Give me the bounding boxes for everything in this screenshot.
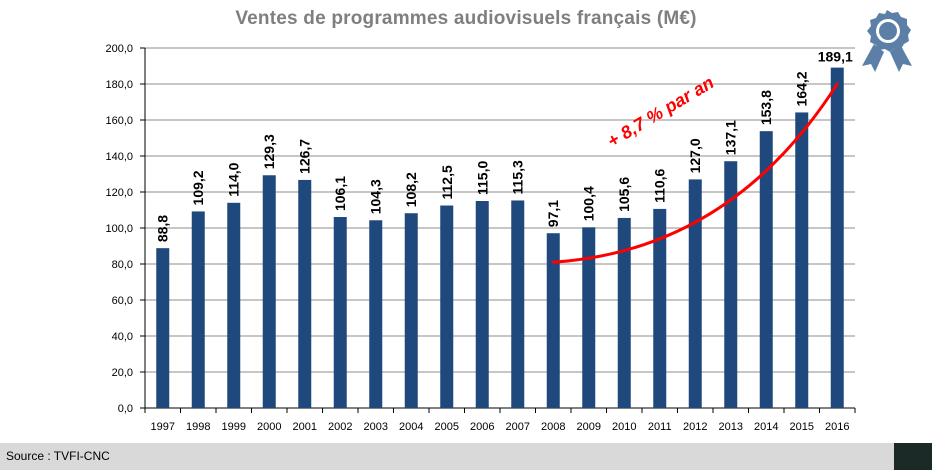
value-label: 115,0 <box>474 161 490 195</box>
footer-corner-block <box>894 443 932 470</box>
value-label: 153,8 <box>758 90 774 125</box>
x-tick-label: 2000 <box>257 421 281 433</box>
y-tick-label: 20,0 <box>112 367 133 379</box>
y-tick-label: 100,0 <box>105 223 133 235</box>
y-tick-label: 160,0 <box>105 115 133 127</box>
value-label: 88,8 <box>155 215 171 242</box>
bar-2003 <box>369 220 383 408</box>
bar-2014 <box>759 131 773 408</box>
x-tick-label: 2002 <box>328 421 352 433</box>
value-label: 114,0 <box>226 162 242 196</box>
y-tick-label: 40,0 <box>112 331 133 343</box>
bar-2012 <box>688 179 702 408</box>
value-label: 97,1 <box>545 200 561 227</box>
y-tick-label: 140,0 <box>105 151 133 163</box>
value-label: 105,6 <box>616 177 632 212</box>
bars <box>156 67 844 409</box>
x-tick-label: 2012 <box>683 421 707 433</box>
x-tick-label: 2011 <box>648 421 672 433</box>
bar-2010 <box>617 217 631 408</box>
bar-2009 <box>582 227 596 408</box>
bar-2001 <box>298 179 312 408</box>
x-tick-label: 2005 <box>435 421 459 433</box>
bar-1998 <box>191 211 205 408</box>
bar-1999 <box>227 202 241 408</box>
value-label: 104,3 <box>368 179 384 214</box>
value-label: 164,2 <box>794 71 810 106</box>
x-tick-label: 2001 <box>293 421 317 433</box>
bar-2007 <box>511 200 525 408</box>
x-tick-label: 2014 <box>754 421 778 433</box>
value-label: 109,2 <box>190 170 206 205</box>
source-note: Source : TVFI-CNC <box>6 449 110 463</box>
x-tick-label: 2013 <box>719 421 743 433</box>
bar-chart: 0,0 20,0 40,0 60,0 80,0 100,0 120,0 140,0 160,0 1… <box>105 43 856 433</box>
value-label: 129,3 <box>261 134 277 169</box>
x-tick-label: 2006 <box>470 421 494 433</box>
bar-2002 <box>333 217 347 408</box>
y-tick-label: 60,0 <box>112 295 133 307</box>
bar-2013 <box>724 161 738 408</box>
trend-curve <box>551 82 839 264</box>
y-tick-label: 180,0 <box>105 79 133 91</box>
bar-2015 <box>795 112 809 408</box>
bar-2008 <box>546 233 560 408</box>
x-tick-label: 1998 <box>186 421 210 433</box>
value-label: 106,1 <box>332 176 348 211</box>
footer-bar: Source : TVFI-CNC <box>0 443 932 470</box>
grid-lines <box>145 47 855 409</box>
bar-2006 <box>475 201 489 408</box>
x-tick-label: 2004 <box>399 421 423 433</box>
value-label: 127,0 <box>687 138 703 173</box>
value-label: 115,3 <box>510 160 526 194</box>
y-tick-label: 120,0 <box>105 187 133 199</box>
bar-2016 <box>830 67 844 409</box>
y-tick-label: 80,0 <box>112 259 133 271</box>
x-tick-label: 2007 <box>506 421 530 433</box>
x-tick-label: 2003 <box>364 421 388 433</box>
bar-2004 <box>404 213 418 408</box>
chart-title: Ventes de programmes audiovisuels frança… <box>235 8 697 29</box>
x-tick-label: 2010 <box>612 421 636 433</box>
y-tick-label: 200,0 <box>105 43 133 55</box>
y-tick-label: 0,0 <box>118 403 133 415</box>
x-tick-label: 2015 <box>790 421 814 433</box>
award-ribbon-icon <box>862 10 912 72</box>
bar-2005 <box>440 205 454 408</box>
axes: 0,0 20,0 40,0 60,0 80,0 100,0 120,0 140,0 160,0 1… <box>105 43 856 433</box>
x-tick-label: 2016 <box>825 421 849 433</box>
value-label: 100,4 <box>581 186 597 221</box>
value-label: 137,1 <box>723 120 739 155</box>
value-label: 189,1 <box>818 49 853 65</box>
x-tick-label: 1999 <box>222 421 246 433</box>
bar-1997 <box>156 248 170 408</box>
value-label: 126,7 <box>297 139 313 174</box>
x-tick-label: 2008 <box>541 421 565 433</box>
bar-2000 <box>262 175 276 408</box>
bar-2011 <box>653 208 667 408</box>
x-tick-label: 2009 <box>577 421 601 433</box>
value-label: 108,2 <box>403 172 419 207</box>
x-tick-label: 1997 <box>151 421 175 433</box>
value-label: 110,6 <box>652 168 668 202</box>
value-label: 112,5 <box>439 165 455 199</box>
value-labels: 88,8 109,2 114,0 129,3 126,7 106,1 104,3 108,2 1… <box>155 49 853 243</box>
